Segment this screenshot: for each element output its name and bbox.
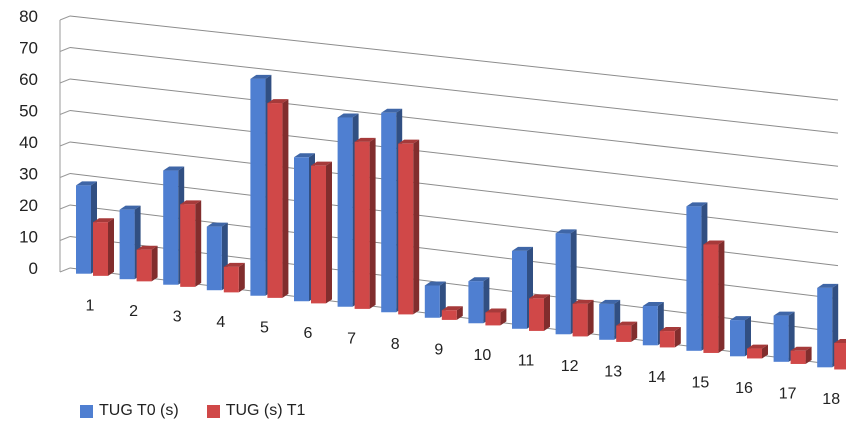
x-tick-label: 9 [434, 342, 443, 359]
legend: TUG T0 (s) TUG (s) T1 [80, 402, 305, 420]
bar-t1-13 [616, 321, 638, 342]
bar-t1-11 [529, 294, 550, 331]
x-tick-label: 16 [735, 380, 753, 397]
y-tick-label: 80 [19, 7, 38, 26]
gridline-70 [69, 47, 839, 134]
x-tick-label: 18 [822, 391, 840, 408]
x-tick-label: 1 [86, 298, 95, 315]
legend-swatch-t1 [206, 404, 220, 418]
x-tick-label: 6 [304, 325, 313, 342]
legend-item-t1: TUG (s) T1 [206, 402, 306, 420]
y-tick-label: 60 [19, 70, 38, 89]
gridline-side-80 [59, 15, 71, 21]
y-tick-label: 0 [29, 259, 38, 278]
x-tick-label: 3 [173, 309, 182, 326]
legend-item-t0: TUG T0 (s) [80, 402, 179, 420]
bar-t0-13 [599, 299, 621, 340]
x-tick-label: 10 [474, 347, 492, 364]
y-tick-label: 10 [19, 228, 38, 247]
gridline-80 [69, 15, 839, 101]
bar-t1-14 [659, 327, 681, 348]
x-axis: 12345678910111213141516171819 [86, 298, 841, 409]
bar-t0-16 [730, 316, 751, 357]
legend-label-t0: TUG T0 (s) [99, 402, 179, 419]
gridline-side-20 [59, 204, 71, 210]
bar-t0-17 [773, 311, 795, 362]
legend-swatch-t0 [80, 404, 93, 418]
gridline-50 [69, 110, 839, 200]
x-tick-label: 17 [779, 386, 797, 403]
bar-t1-5 [267, 99, 289, 298]
y-axis: 0 10 20 30 40 50 60 70 80 [19, 7, 38, 278]
bar-t0-12 [555, 229, 577, 335]
y-tick-label: 20 [19, 196, 38, 215]
gridline-side-50 [59, 110, 71, 115]
bar-t1-6 [311, 161, 332, 304]
x-tick-label: 5 [260, 320, 269, 337]
y-tick-label: 50 [19, 102, 38, 121]
bar-t1-16 [747, 344, 768, 359]
bar-t1-3 [180, 200, 202, 287]
bar-t1-9 [441, 306, 463, 320]
x-tick-label: 7 [347, 331, 356, 348]
x-tick-label: 13 [604, 364, 622, 381]
gridline-side-10 [59, 236, 71, 241]
gridline-side-60 [59, 78, 71, 84]
x-tick-label: 8 [391, 336, 400, 353]
gridline-side-0 [59, 267, 71, 273]
x-tick-label: 15 [692, 375, 710, 392]
bar-t0-4 [206, 222, 228, 291]
bar-t1-4 [223, 262, 245, 293]
legend-label-t1: TUG (s) T1 [225, 402, 306, 419]
x-tick-label: 12 [561, 358, 579, 375]
y-tick-label: 40 [19, 133, 38, 152]
bar-t1-7 [354, 137, 376, 309]
gridline-60 [69, 78, 839, 167]
x-tick-label: 4 [216, 314, 225, 331]
bar-t1-15 [703, 240, 725, 353]
y-tick-label: 70 [19, 39, 38, 58]
x-tick-label: 14 [648, 369, 666, 386]
bar-t1-12 [572, 299, 594, 337]
gridline-40 [69, 141, 839, 233]
gridline-side-30 [59, 173, 71, 178]
bars [76, 74, 846, 370]
x-tick-label: 11 [518, 353, 535, 370]
y-tick-label: 30 [19, 165, 38, 184]
bar-t1-10 [485, 308, 507, 326]
bar-t1-2 [136, 245, 158, 282]
bar-t1-17 [790, 346, 812, 364]
bar-t0-2 [119, 205, 141, 280]
bar-t1-8 [398, 139, 420, 315]
bar-t1-1 [93, 218, 114, 276]
x-tick-label: 2 [129, 303, 138, 320]
bar-t1-18 [834, 338, 846, 370]
gridline-side-70 [59, 47, 71, 52]
gridline-side-40 [59, 141, 71, 147]
